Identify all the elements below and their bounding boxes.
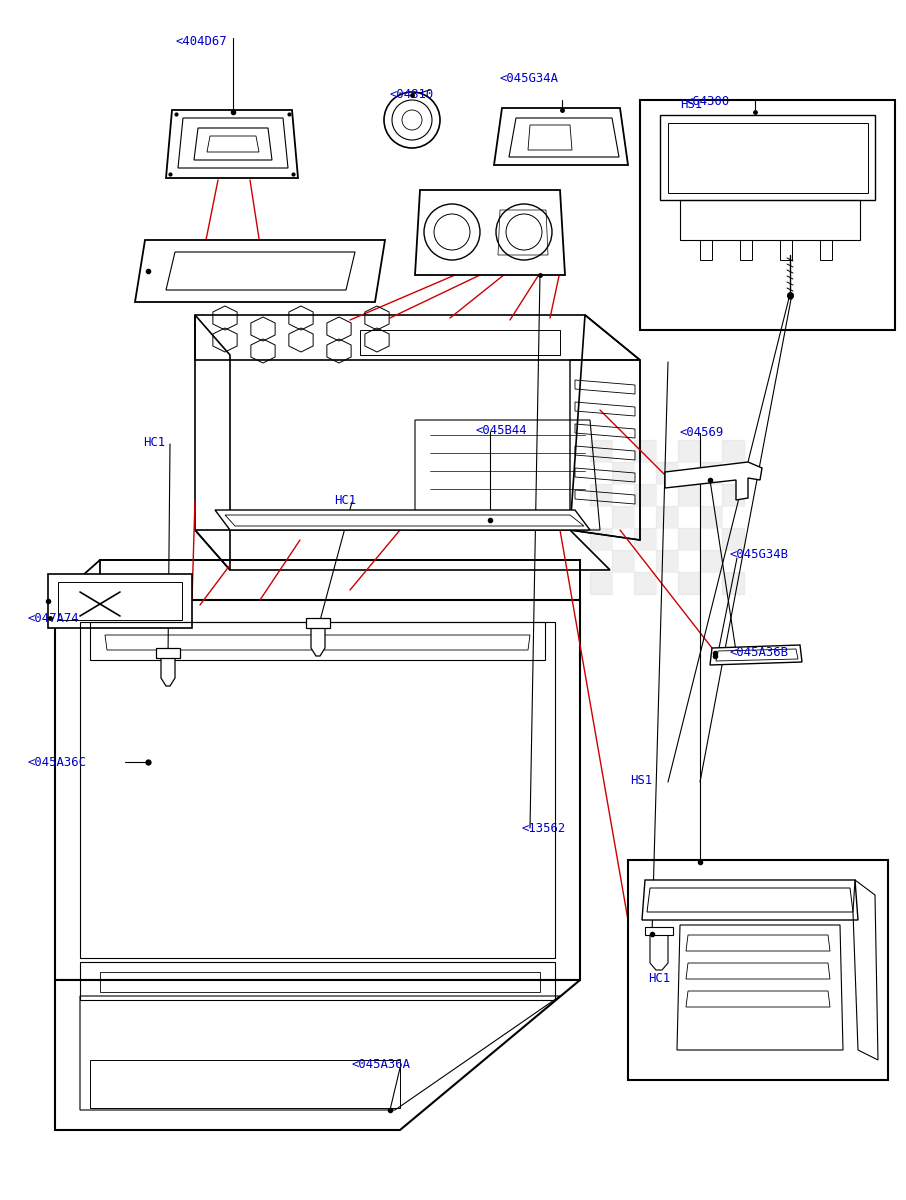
Text: HC1: HC1 <box>334 493 356 506</box>
Bar <box>700 506 722 528</box>
Circle shape <box>384 92 440 148</box>
Bar <box>590 462 612 484</box>
Text: <04569: <04569 <box>680 426 724 438</box>
Polygon shape <box>415 190 565 275</box>
Text: <045A36C: <045A36C <box>28 756 87 768</box>
Bar <box>656 572 678 594</box>
Polygon shape <box>494 108 628 164</box>
Bar <box>590 506 612 528</box>
Bar <box>640 100 895 330</box>
Text: <047A74: <047A74 <box>28 612 80 624</box>
Text: scuderia: scuderia <box>130 622 410 678</box>
Bar <box>722 484 744 506</box>
Bar <box>590 572 612 594</box>
Bar <box>634 528 656 550</box>
Polygon shape <box>48 574 192 628</box>
Bar <box>678 572 700 594</box>
Polygon shape <box>665 462 762 500</box>
Polygon shape <box>660 115 875 200</box>
Text: <045G34A: <045G34A <box>500 72 559 85</box>
Polygon shape <box>645 926 673 935</box>
Bar <box>722 440 744 462</box>
Bar <box>678 550 700 572</box>
Text: <045G34B: <045G34B <box>730 548 789 562</box>
Bar <box>722 462 744 484</box>
Bar <box>656 550 678 572</box>
Bar <box>634 550 656 572</box>
Bar <box>634 506 656 528</box>
Bar <box>590 440 612 462</box>
Bar <box>678 484 700 506</box>
Bar <box>740 240 752 260</box>
Circle shape <box>402 110 422 130</box>
Polygon shape <box>311 628 325 656</box>
Bar <box>634 572 656 594</box>
Bar <box>722 528 744 550</box>
Bar <box>612 550 634 572</box>
Circle shape <box>392 100 432 140</box>
Polygon shape <box>650 935 668 970</box>
Bar <box>722 506 744 528</box>
Bar <box>700 462 722 484</box>
Bar <box>820 240 832 260</box>
Polygon shape <box>156 648 180 658</box>
Text: <64300: <64300 <box>685 95 729 108</box>
Circle shape <box>424 204 480 260</box>
Bar <box>700 528 722 550</box>
Polygon shape <box>55 980 580 1130</box>
Bar <box>590 550 612 572</box>
Polygon shape <box>306 618 330 628</box>
Text: HS1: HS1 <box>630 774 652 786</box>
Text: <045B44: <045B44 <box>476 424 527 437</box>
Polygon shape <box>161 658 175 686</box>
Bar <box>678 440 700 462</box>
Bar <box>628 860 888 1080</box>
Bar <box>656 506 678 528</box>
Bar <box>722 550 744 572</box>
Bar <box>656 440 678 462</box>
Bar <box>700 240 712 260</box>
Polygon shape <box>642 880 858 920</box>
Bar <box>656 462 678 484</box>
Text: <04810: <04810 <box>390 88 434 101</box>
Text: <045A36B: <045A36B <box>730 646 789 659</box>
Bar <box>612 462 634 484</box>
Bar <box>780 240 792 260</box>
Bar <box>634 440 656 462</box>
Bar <box>612 484 634 506</box>
Bar <box>612 506 634 528</box>
Text: <045A36A: <045A36A <box>352 1058 411 1072</box>
Polygon shape <box>215 510 590 530</box>
Polygon shape <box>135 240 385 302</box>
Text: HC1: HC1 <box>143 436 165 449</box>
Bar <box>590 528 612 550</box>
Circle shape <box>434 214 470 250</box>
Bar <box>700 440 722 462</box>
Polygon shape <box>710 646 802 665</box>
Text: HC1: HC1 <box>648 972 670 984</box>
Circle shape <box>506 214 542 250</box>
Text: HS1: HS1 <box>680 98 702 112</box>
Text: car  parts: car parts <box>206 701 415 739</box>
Bar <box>656 484 678 506</box>
Text: <404D67: <404D67 <box>176 35 227 48</box>
Bar <box>678 528 700 550</box>
Polygon shape <box>677 925 843 1050</box>
Bar <box>590 484 612 506</box>
Polygon shape <box>55 600 580 980</box>
Bar <box>700 550 722 572</box>
Bar <box>678 462 700 484</box>
Bar <box>700 572 722 594</box>
Bar <box>612 440 634 462</box>
Bar <box>612 528 634 550</box>
Text: <13562: <13562 <box>522 822 566 834</box>
Bar <box>612 572 634 594</box>
Circle shape <box>496 204 552 260</box>
Bar <box>700 484 722 506</box>
Bar <box>634 462 656 484</box>
Bar <box>656 528 678 550</box>
Bar <box>722 572 744 594</box>
Bar <box>678 506 700 528</box>
Bar <box>634 484 656 506</box>
